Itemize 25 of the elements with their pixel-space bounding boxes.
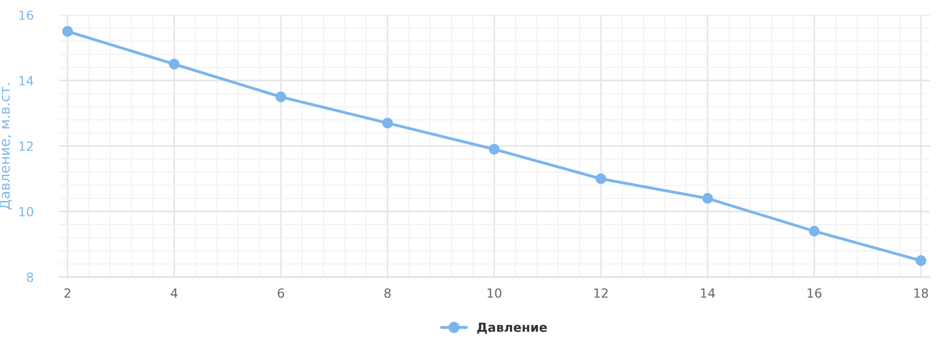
x-tick-label: 10 <box>488 288 502 298</box>
y-tick-label: 16 <box>19 10 34 20</box>
point <box>276 92 286 102</box>
point <box>168 58 180 70</box>
point <box>488 144 500 155</box>
legend-label: Давление <box>477 322 547 334</box>
x-tick-label: 6 <box>278 288 284 298</box>
point <box>382 118 393 128</box>
y-axis-title: Давление, м.в.ст. <box>0 83 12 210</box>
x-tick-label: 4 <box>170 288 178 298</box>
x-tick-label: 2 <box>64 288 70 298</box>
point <box>808 226 820 237</box>
point <box>916 255 926 266</box>
point <box>702 193 713 204</box>
x-tick-label: 18 <box>914 288 928 298</box>
point <box>62 26 73 37</box>
y-tick-label: 14 <box>19 76 34 86</box>
x-tick-label: 16 <box>808 288 822 298</box>
x-tick-label: 14 <box>701 288 715 298</box>
y-tick-label: 12 <box>19 141 33 151</box>
x-tick-label: 8 <box>384 288 391 298</box>
y-tick-label: 10 <box>19 206 34 216</box>
point <box>596 173 606 184</box>
y-tick-label: 8 <box>26 272 34 282</box>
x-tick-label: 12 <box>594 288 608 298</box>
